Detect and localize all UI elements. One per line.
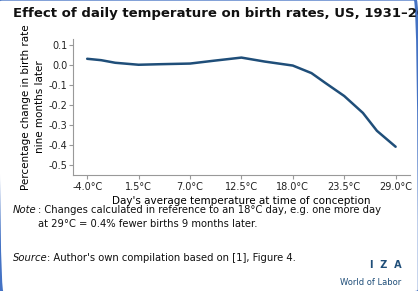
- Text: I  Z  A: I Z A: [370, 260, 401, 270]
- Text: Effect of daily temperature on birth rates, US, 1931–2010: Effect of daily temperature on birth rat…: [13, 7, 418, 20]
- Y-axis label: Percentage change in birth rate
nine months later: Percentage change in birth rate nine mon…: [21, 24, 45, 190]
- Text: Note: Note: [13, 205, 36, 215]
- Text: : Changes calculated in reference to an 18°C day, e.g. one more day
at 29°C = 0.: : Changes calculated in reference to an …: [38, 205, 382, 229]
- Text: : Author's own compilation based on [1], Figure 4.: : Author's own compilation based on [1],…: [47, 253, 296, 263]
- Text: World of Labor: World of Labor: [340, 278, 401, 287]
- Text: Source: Source: [13, 253, 47, 263]
- X-axis label: Day's average temperature at time of conception: Day's average temperature at time of con…: [112, 196, 371, 206]
